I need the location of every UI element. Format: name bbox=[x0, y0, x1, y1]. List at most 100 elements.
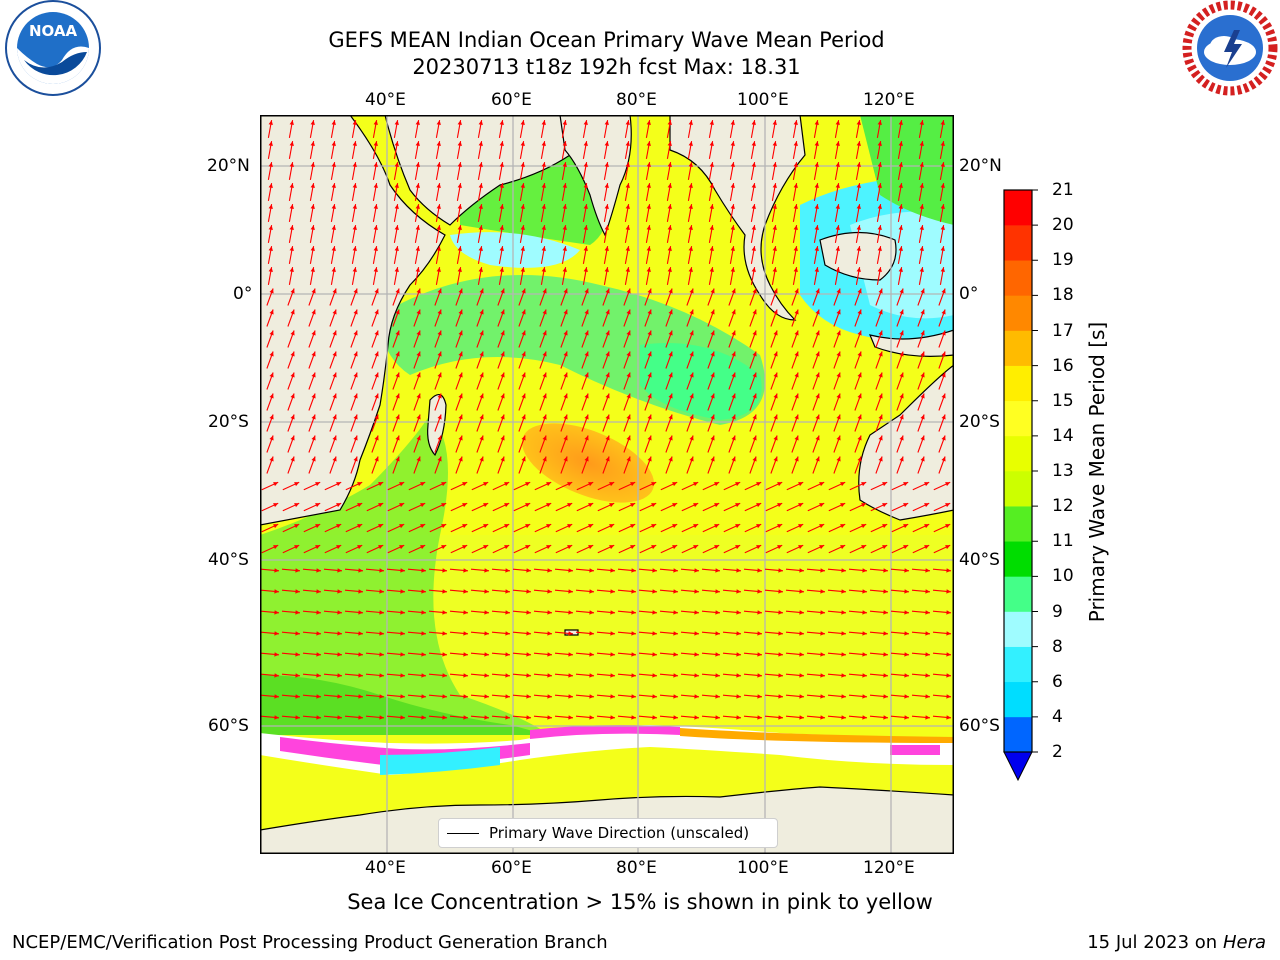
wave-arrow-head bbox=[709, 204, 714, 209]
wave-arrow-head bbox=[352, 267, 357, 272]
wave-arrow-head bbox=[584, 456, 589, 462]
wave-arrow-head bbox=[731, 456, 736, 462]
wave-arrow-head bbox=[920, 351, 925, 357]
wave-arrow-head bbox=[436, 267, 441, 272]
wave-arrow-head bbox=[479, 393, 484, 399]
wave-arrow-head bbox=[715, 715, 720, 720]
wave-arrow-head bbox=[857, 288, 862, 294]
wave-arrow-head bbox=[877, 204, 882, 209]
wave-arrow-head bbox=[605, 288, 610, 294]
wave-arrow-head bbox=[793, 225, 798, 230]
wave-arrow-head bbox=[441, 524, 447, 529]
wave-arrow-head bbox=[773, 330, 778, 336]
wave-arrow-head bbox=[526, 652, 531, 657]
wave-arrow-head bbox=[289, 267, 294, 272]
wave-arrow-head bbox=[626, 351, 631, 357]
wave-arrow-head bbox=[499, 225, 504, 230]
wave-arrow-head bbox=[841, 589, 846, 594]
wave-arrow-head bbox=[777, 524, 783, 529]
wave-arrow-head bbox=[521, 372, 526, 378]
wave-arrow-head bbox=[479, 414, 484, 420]
wave-arrow-head bbox=[798, 545, 804, 550]
wave-arrow-head bbox=[693, 503, 699, 508]
wave-arrow-head bbox=[415, 141, 420, 146]
wave-arrow-head bbox=[709, 225, 714, 230]
wave-arrow-head bbox=[925, 568, 930, 573]
wave-arrow-head bbox=[358, 673, 363, 678]
wave-arrow-head bbox=[715, 589, 720, 594]
wave-arrow-head bbox=[500, 372, 505, 378]
wave-arrow-head bbox=[610, 694, 615, 699]
wave-arrow-head bbox=[479, 435, 484, 441]
legend-label: Primary Wave Direction (unscaled) bbox=[489, 824, 750, 842]
wave-arrow-head bbox=[794, 330, 799, 336]
wave-arrow-head bbox=[604, 225, 609, 230]
wave-arrow-head bbox=[877, 162, 882, 167]
wave-arrow-head bbox=[562, 120, 567, 125]
wave-arrow-head bbox=[794, 288, 799, 294]
wave-arrow-head bbox=[421, 652, 426, 657]
wave-arrow-head bbox=[857, 351, 862, 357]
wave-arrow-head bbox=[352, 246, 357, 251]
wave-arrow-head bbox=[610, 652, 615, 657]
wave-arrow-head bbox=[688, 120, 693, 125]
wave-arrow-head bbox=[667, 183, 672, 188]
wave-arrow-head bbox=[668, 414, 673, 420]
map-subtitle: 20230713 t18z 192h fcst Max: 18.31 bbox=[412, 55, 801, 79]
wave-arrow-head bbox=[857, 414, 862, 420]
wave-arrow-head bbox=[667, 267, 672, 272]
wave-arrow-head bbox=[547, 673, 552, 678]
wave-arrow-head bbox=[647, 393, 652, 399]
wave-arrow-head bbox=[835, 183, 840, 188]
wave-arrow-head bbox=[756, 545, 762, 550]
wave-arrow-head bbox=[652, 589, 657, 594]
wave-arrow-head bbox=[588, 503, 594, 508]
wave-arrow-head bbox=[294, 545, 300, 550]
wave-arrow-head bbox=[731, 393, 736, 399]
wave-arrow-head bbox=[773, 351, 778, 357]
wave-arrow-head bbox=[546, 503, 552, 508]
wave-arrow-head bbox=[883, 631, 888, 636]
wave-arrow-head bbox=[694, 673, 699, 678]
wave-arrow-head bbox=[478, 246, 483, 251]
wave-arrow-head bbox=[373, 225, 378, 230]
wave-arrow-head bbox=[647, 330, 652, 336]
wave-arrow-head bbox=[274, 631, 279, 636]
wave-arrow-head bbox=[289, 183, 294, 188]
wave-arrow-head bbox=[311, 456, 316, 462]
wave-arrow-head bbox=[526, 694, 531, 699]
wave-arrow-head bbox=[820, 568, 825, 573]
wave-arrow-head bbox=[484, 652, 489, 657]
wave-arrow-head bbox=[857, 435, 862, 441]
wave-arrow-head bbox=[799, 589, 804, 594]
wave-arrow-head bbox=[882, 482, 888, 487]
wave-arrow-head bbox=[883, 673, 888, 678]
wave-arrow-head bbox=[290, 435, 295, 441]
wave-arrow-head bbox=[500, 309, 505, 315]
wave-arrow-head bbox=[709, 183, 714, 188]
wave-arrow-head bbox=[605, 309, 610, 315]
map-legend: Primary Wave Direction (unscaled) bbox=[438, 818, 778, 848]
wave-arrow-head bbox=[757, 652, 762, 657]
sea-ice-band bbox=[260, 725, 954, 775]
wave-arrow-head bbox=[458, 456, 463, 462]
wave-arrow-head bbox=[877, 267, 882, 272]
wave-arrow-head bbox=[316, 568, 321, 573]
wave-arrow-head bbox=[836, 309, 841, 315]
wave-arrow-head bbox=[940, 183, 945, 188]
wave-arrow-head bbox=[946, 589, 951, 594]
wave-arrow-head bbox=[353, 393, 358, 399]
colorbar-segment bbox=[1004, 506, 1032, 542]
wave-arrow-head bbox=[420, 482, 426, 487]
wave-arrow-head bbox=[835, 162, 840, 167]
wave-arrow-head bbox=[316, 610, 321, 615]
wave-arrow-head bbox=[379, 589, 384, 594]
wave-arrow-head bbox=[799, 631, 804, 636]
lon-label-bottom-40e: 40°E bbox=[365, 858, 406, 878]
wave-arrow-head bbox=[563, 456, 568, 462]
wave-arrow-head bbox=[820, 652, 825, 657]
wave-arrow-head bbox=[673, 610, 678, 615]
wave-arrow-head bbox=[416, 435, 421, 441]
wave-arrow-head bbox=[520, 225, 525, 230]
wave-arrow-head bbox=[815, 414, 820, 420]
